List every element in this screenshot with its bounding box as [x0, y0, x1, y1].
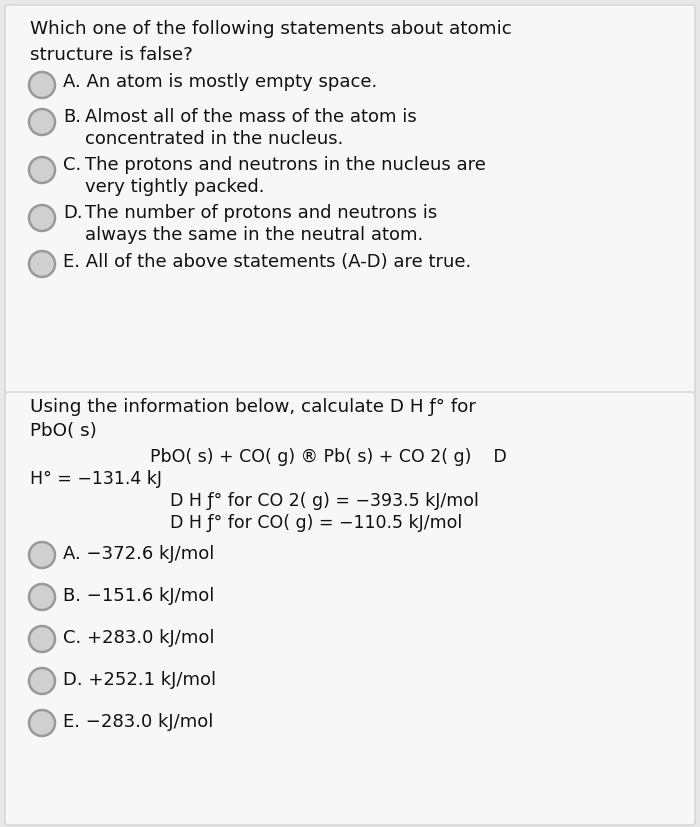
Text: structure is false?: structure is false? — [30, 46, 193, 64]
Circle shape — [29, 710, 55, 736]
Text: very tightly packed.: very tightly packed. — [85, 178, 265, 196]
Text: Almost all of the mass of the atom is: Almost all of the mass of the atom is — [85, 108, 416, 126]
Text: D.: D. — [63, 204, 83, 222]
Circle shape — [29, 626, 55, 652]
Circle shape — [29, 251, 55, 277]
Text: PbO( s): PbO( s) — [30, 422, 97, 440]
Text: A. An atom is mostly empty space.: A. An atom is mostly empty space. — [63, 73, 377, 91]
Text: The number of protons and neutrons is: The number of protons and neutrons is — [85, 204, 438, 222]
Text: The protons and neutrons in the nucleus are: The protons and neutrons in the nucleus … — [85, 156, 486, 174]
FancyBboxPatch shape — [5, 392, 695, 825]
Circle shape — [29, 668, 55, 694]
Text: concentrated in the nucleus.: concentrated in the nucleus. — [85, 130, 344, 148]
Circle shape — [29, 157, 55, 183]
Text: C. +283.0 kJ/mol: C. +283.0 kJ/mol — [63, 629, 214, 647]
Text: A. −372.6 kJ/mol: A. −372.6 kJ/mol — [63, 545, 214, 563]
Text: B.: B. — [63, 108, 81, 126]
Circle shape — [29, 542, 55, 568]
Text: D H ƒ° for CO 2( g) = −393.5 kJ/mol: D H ƒ° for CO 2( g) = −393.5 kJ/mol — [170, 492, 479, 510]
Text: C.: C. — [63, 156, 81, 174]
Circle shape — [29, 205, 55, 231]
Text: PbO( s) + CO( g) ® Pb( s) + CO 2( g)    D: PbO( s) + CO( g) ® Pb( s) + CO 2( g) D — [150, 448, 507, 466]
Text: always the same in the neutral atom.: always the same in the neutral atom. — [85, 226, 424, 244]
Text: H° = −131.4 kJ: H° = −131.4 kJ — [30, 470, 162, 488]
Circle shape — [29, 584, 55, 610]
Circle shape — [29, 109, 55, 135]
Text: E. −283.0 kJ/mol: E. −283.0 kJ/mol — [63, 713, 214, 731]
Text: E. All of the above statements (A-D) are true.: E. All of the above statements (A-D) are… — [63, 253, 471, 271]
Text: D H ƒ° for CO( g) = −110.5 kJ/mol: D H ƒ° for CO( g) = −110.5 kJ/mol — [170, 514, 462, 532]
Text: Which one of the following statements about atomic: Which one of the following statements ab… — [30, 20, 512, 38]
FancyBboxPatch shape — [5, 5, 695, 393]
Circle shape — [29, 72, 55, 98]
Text: Using the information below, calculate D H ƒ° for: Using the information below, calculate D… — [30, 398, 476, 416]
Text: B. −151.6 kJ/mol: B. −151.6 kJ/mol — [63, 587, 214, 605]
Text: D. +252.1 kJ/mol: D. +252.1 kJ/mol — [63, 671, 216, 689]
